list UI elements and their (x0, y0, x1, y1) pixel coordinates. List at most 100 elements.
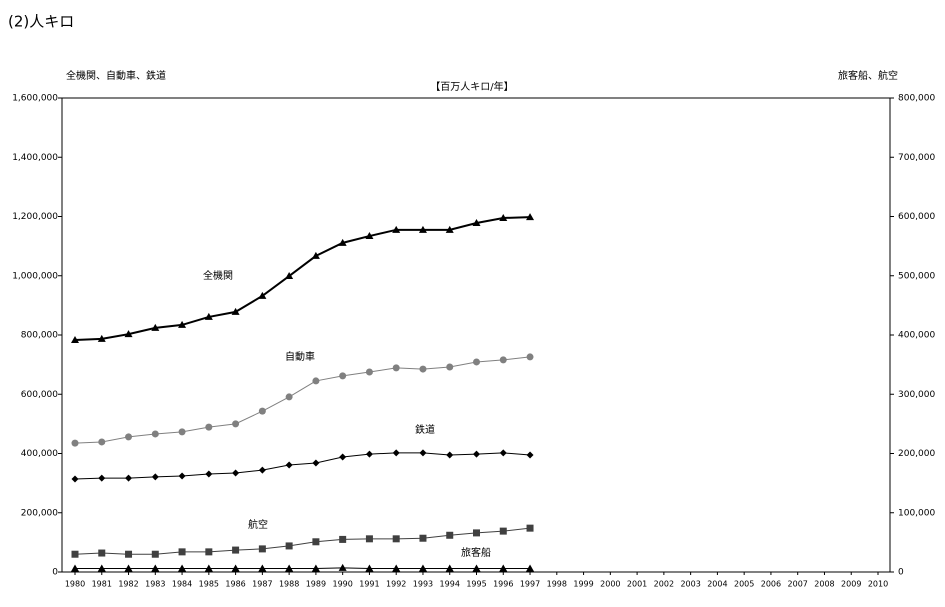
x-tick-label: 1995 (466, 580, 486, 589)
marker (285, 272, 294, 280)
marker (526, 524, 534, 532)
marker (339, 372, 347, 380)
x-tick-label: 1986 (225, 580, 245, 589)
marker (71, 550, 79, 558)
y2-tick-label: 200,000 (898, 449, 935, 459)
x-tick-label: 2007 (788, 580, 808, 589)
marker (124, 564, 133, 572)
marker (231, 307, 240, 315)
marker (499, 449, 507, 457)
marker (446, 531, 454, 539)
y2-tick-label: 600,000 (898, 212, 935, 222)
marker (258, 407, 266, 415)
marker (151, 473, 159, 481)
marker (71, 475, 79, 483)
series-line (74, 356, 531, 444)
x-tick-label: 1997 (520, 580, 540, 589)
marker (204, 312, 213, 320)
y2-axis-label: 旅客船、航空 (838, 69, 898, 82)
series-label: 鉄道 (415, 423, 435, 436)
x-tick-label: 2004 (707, 580, 727, 589)
marker (446, 363, 454, 371)
marker (418, 225, 427, 233)
x-tick-label: 2008 (814, 580, 834, 589)
marker (97, 564, 106, 572)
marker (151, 430, 159, 438)
x-tick-label: 1981 (92, 580, 112, 589)
x-tick-label: 1982 (118, 580, 138, 589)
y-tick-label: 200,000 (21, 508, 58, 518)
marker (258, 545, 266, 553)
marker (419, 449, 427, 457)
x-tick-label: 1984 (172, 580, 192, 589)
marker (365, 368, 373, 376)
marker (473, 450, 480, 458)
marker (338, 563, 347, 571)
x-tick-label: 2009 (841, 580, 861, 589)
y-tick-label: 1,400,000 (12, 153, 58, 163)
series-label: 自動車 (285, 350, 315, 363)
series-label: 全機関 (203, 269, 233, 282)
y2-tick-label: 300,000 (898, 390, 935, 400)
marker (98, 438, 106, 446)
chart-title: (2)人キロ (8, 13, 74, 31)
marker (499, 564, 508, 572)
y-tick-label: 1,600,000 (12, 94, 58, 104)
marker (97, 334, 106, 342)
marker (311, 251, 320, 259)
marker (98, 474, 106, 482)
x-tick-label: 2002 (654, 580, 674, 589)
marker (499, 213, 508, 221)
series-line (74, 452, 531, 480)
marker (178, 472, 186, 480)
x-tick-label: 2001 (627, 580, 647, 589)
marker (205, 470, 213, 478)
x-tick-label: 1994 (440, 580, 460, 589)
marker (339, 453, 347, 461)
marker (446, 451, 454, 459)
marker (285, 393, 293, 401)
marker (178, 428, 186, 436)
y2-tick-label: 700,000 (898, 153, 935, 163)
y2-tick-label: 800,000 (898, 94, 935, 104)
marker (258, 291, 267, 299)
marker (312, 377, 320, 385)
x-tick-label: 1991 (359, 580, 379, 589)
y-tick-label: 400,000 (21, 449, 58, 459)
x-tick-label: 1980 (65, 580, 85, 589)
x-tick-label: 1985 (199, 580, 219, 589)
marker (445, 564, 454, 572)
marker (124, 330, 133, 338)
marker (231, 564, 240, 572)
x-tick-label: 1983 (145, 580, 165, 589)
marker (365, 564, 374, 572)
marker (365, 232, 374, 240)
marker (526, 213, 535, 221)
x-tick-label: 1999 (573, 580, 593, 589)
marker (204, 564, 213, 572)
y-axis-label: 全機関、自動車、鉄道 (66, 69, 166, 82)
y2-tick-label: 500,000 (898, 271, 935, 281)
marker (392, 564, 401, 572)
x-tick-label: 1988 (279, 580, 299, 589)
marker (205, 548, 213, 556)
unit-label: 【百万人キロ/年】 (430, 80, 513, 93)
marker (473, 358, 480, 366)
x-tick-label: 1993 (413, 580, 433, 589)
marker (526, 564, 535, 572)
marker (151, 564, 160, 572)
x-tick-label: 1992 (386, 580, 406, 589)
marker (71, 336, 79, 344)
marker (125, 550, 133, 558)
marker (232, 420, 240, 428)
x-tick-label: 2003 (680, 580, 700, 589)
marker (178, 564, 187, 572)
x-tick-label: 2010 (868, 580, 888, 589)
marker (312, 459, 320, 467)
y-tick-label: 800,000 (21, 331, 58, 341)
x-tick-label: 1990 (332, 580, 352, 589)
series-line (74, 527, 531, 555)
marker (125, 433, 133, 441)
series-label: 航空 (248, 518, 268, 531)
